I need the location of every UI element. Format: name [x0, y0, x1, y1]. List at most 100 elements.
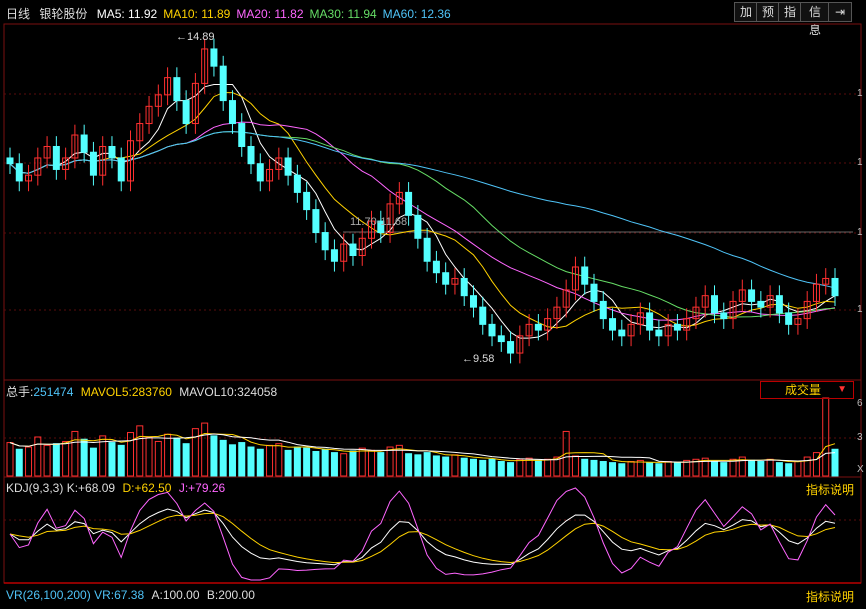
volume-bar: [266, 444, 274, 477]
candle-body: [701, 295, 709, 308]
vol-total-value: 251474: [33, 385, 74, 399]
volume-bar: [191, 428, 199, 477]
candle-body: [62, 157, 70, 170]
volume-bar: [785, 463, 793, 477]
volume-bar: [6, 442, 14, 477]
volume-bar: [275, 443, 283, 477]
volume-bar: [757, 461, 765, 477]
candle-body: [423, 237, 431, 262]
arrow-icon[interactable]: ⇥: [828, 2, 852, 22]
candle-body: [405, 191, 413, 216]
candle-body: [581, 266, 589, 285]
volume-bar: [729, 458, 737, 477]
volume-bar: [469, 458, 477, 477]
candle-body: [330, 249, 338, 262]
volume-bar: [590, 459, 598, 477]
volume-bar: [284, 449, 292, 477]
price-tick-2: 1: [857, 157, 863, 168]
candle-body: [6, 157, 14, 165]
candle-body: [571, 266, 579, 291]
candle-body: [609, 318, 617, 331]
candle-body: [627, 323, 635, 337]
candle-body: [154, 94, 162, 107]
volume-selector-label: 成交量: [785, 383, 822, 397]
volume-bar: [238, 442, 246, 477]
candle-body: [71, 134, 79, 159]
candle-body: [562, 289, 570, 308]
candle-body: [43, 145, 51, 159]
candle-body: [794, 318, 802, 325]
candle-body: [99, 145, 107, 176]
volume-bar: [154, 440, 162, 477]
candle-body: [377, 220, 385, 234]
volume-bar: [627, 461, 635, 477]
kdj-d-label: D:: [122, 481, 135, 495]
volume-bar: [182, 443, 190, 477]
high-marker: ←14.89: [176, 31, 215, 43]
kdj-legend: KDJ(9,3,3) K:+68.09 D:+62.50 J:+79.26: [6, 481, 225, 495]
volume-bar: [766, 458, 774, 477]
candle-body: [544, 318, 552, 331]
candle-body: [191, 82, 199, 125]
ma-item: MA30: 11.94: [309, 7, 377, 21]
candle-body: [432, 260, 440, 274]
volume-bar: [219, 439, 227, 477]
candle-body: [469, 295, 477, 308]
vol-tick-1: 6: [857, 398, 863, 409]
candle-body: [266, 168, 274, 182]
volume-bar: [479, 459, 487, 477]
candle-body: [683, 318, 691, 331]
volume-bar: [794, 461, 802, 477]
volume-bar: [330, 452, 338, 477]
kdj-d-line: [9, 512, 836, 564]
volume-bar: [99, 435, 107, 477]
vr-explain-button[interactable]: 指标说明: [806, 590, 855, 604]
candle-body: [256, 163, 264, 182]
candle-body: [368, 220, 376, 239]
candle-body: [303, 191, 311, 211]
kdj-title: KDJ(9,3,3): [6, 481, 64, 495]
ma-item: MA5: 11.92: [96, 7, 158, 21]
volume-legend: 总手:251474 MAVOL5:283760 MAVOL10:324058: [6, 383, 277, 400]
period-label[interactable]: 日线: [6, 7, 31, 21]
kdj-j-label: J:: [178, 481, 189, 495]
candle-body: [312, 209, 320, 234]
volume-bar: [720, 462, 728, 477]
candle-body: [145, 105, 153, 125]
high-value: 14.89: [187, 31, 215, 43]
kdj-k-line: [9, 508, 836, 566]
stock-name: 银轮股份: [39, 7, 88, 21]
price-tick-3: 1: [857, 227, 863, 238]
vr-a-value: 100.00: [162, 588, 200, 602]
volume-bar: [34, 436, 42, 477]
volume-bar: [655, 463, 663, 477]
candle-body: [136, 123, 144, 142]
volume-bar: [618, 463, 626, 477]
candle-body: [822, 277, 830, 285]
volume-bar: [442, 456, 450, 477]
vr-b-label: B:: [206, 588, 219, 602]
volume-bar: [117, 444, 125, 477]
candle-body: [655, 329, 663, 337]
candle-body: [488, 323, 496, 337]
vr-legend: VR(26,100,200) VR:67.38 A:100.00 B:200.0…: [6, 588, 255, 602]
ma-legend: MA5: 11.92 MA10: 11.89 MA20: 11.82 MA30: 11…: [91, 7, 451, 21]
forecast-button[interactable]: 预: [756, 2, 780, 22]
volume-bar: [43, 444, 51, 477]
mavol10-label: MAVOL10:: [179, 385, 238, 399]
candle-body: [599, 300, 607, 320]
candle-body: [525, 323, 533, 337]
candle-body: [275, 157, 283, 170]
volume-bar: [349, 450, 357, 477]
vol-tick-3: X: [857, 464, 864, 475]
volume-bar: [25, 446, 33, 477]
volume-bar: [683, 459, 691, 477]
volume-bar: [395, 444, 403, 477]
kdj-explain-button[interactable]: 指标说明: [806, 483, 855, 497]
volume-selector[interactable]: 成交量 ▼: [760, 381, 854, 399]
candle-body: [775, 295, 783, 314]
kdj-j-line: [9, 487, 836, 581]
info-button[interactable]: 信息: [800, 2, 830, 37]
volume-bar: [312, 450, 320, 477]
volume-bar: [145, 436, 153, 477]
